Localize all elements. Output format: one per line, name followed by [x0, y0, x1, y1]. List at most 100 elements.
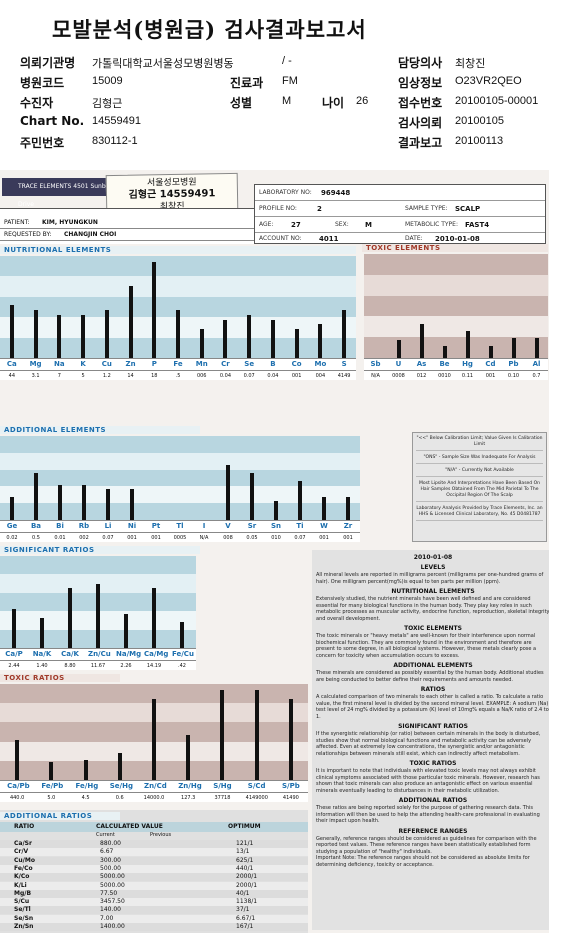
ratio-optimum: 1138/1 [236, 898, 258, 906]
element-value: 5.0 [47, 795, 56, 801]
element-name: Cu [101, 360, 112, 368]
explanation-text: Important Note: The reference ranges sho… [316, 855, 530, 868]
element-value: 3.1 [31, 373, 40, 379]
element-name: As [416, 360, 427, 368]
element-name: V [225, 522, 231, 530]
chart-bar [83, 760, 88, 780]
ratio-value: 880.00 [100, 840, 121, 847]
toxic-ratios-chart: Ca/Pb Fe/Pb Fe/Hg Se/Hg Zn/Cd Zn/Hg S/Hg S/Cd S/… [0, 684, 308, 802]
element-value: 0.07 [243, 373, 255, 379]
chart-bar [288, 699, 293, 780]
element-name: Zn [125, 360, 136, 368]
header-field-value: 가톨릭대학교서울성모병원병동 [92, 58, 234, 70]
element-name: Sb [370, 360, 381, 368]
explanation-heading: REFERENCE RANGES [398, 827, 468, 835]
nutritional-chart: Ca Mg Na K Cu Zn P Fe Mn Cr Se B Co Mo S 44 3.1 7 5 1.2 14 18… [0, 256, 356, 380]
chart-band [0, 256, 356, 277]
chart-bar [298, 481, 302, 520]
notice-line: "N/A" - Currently Not Available [416, 468, 543, 477]
element-name: W [320, 522, 328, 530]
header-right-label: 결과보고 [398, 136, 443, 150]
explanation-heading: TOXIC RATIOS [409, 760, 457, 767]
chart-bar [186, 735, 191, 780]
element-name: B [270, 360, 276, 368]
ratio-optimum: 6.67/1 [236, 914, 256, 922]
ratio-optimum: 37/1 [236, 906, 250, 914]
element-name-row: Ca Mg Na K Cu Zn P Fe Mn Cr Se B Co Mo S [0, 358, 356, 370]
header-field-label: 병원코드 [20, 76, 65, 90]
chart-bar [57, 314, 62, 358]
element-value-row: 0.02 0.5 0.01 002 0.07 001 001 0005 N/A 008 0.05 01… [0, 532, 360, 542]
element-value: 18 [151, 373, 158, 379]
element-value: 004 [315, 373, 326, 379]
header-field-value: 15009 [92, 75, 123, 87]
nutritional-title: NUTRITIONAL ELEMENTS [0, 246, 356, 254]
chart-bar [511, 338, 516, 358]
toxic-title: TOXIC ELEMENTS [362, 244, 548, 252]
element-name: Fe/Cu [172, 650, 194, 658]
table-row: Se/Sn 7.00 6.67/1 [0, 914, 308, 923]
chart-bar [130, 488, 134, 520]
chart-bar [82, 484, 86, 520]
table-row: K/Co 5000.00 2000/1 [0, 873, 308, 882]
notice-line: "ONS" - Sample Size Was Inadequate For A… [416, 455, 543, 464]
toxic-ratios-title: TOXIC RATIOS [0, 674, 120, 682]
element-name: Pt [151, 522, 161, 530]
chart-bar [15, 739, 20, 780]
chart-bar [274, 500, 278, 520]
element-name: Al [532, 360, 541, 368]
element-name: P [151, 360, 157, 368]
header-right-label: 임상정보 [398, 76, 443, 90]
element-value: 012 [416, 373, 427, 379]
chart-band [364, 337, 548, 358]
element-value: 1.2 [102, 373, 111, 379]
explanation-heading: LEVELS [420, 564, 446, 571]
chart-bar [128, 286, 133, 358]
chart-band [364, 295, 548, 317]
header-right-value: 20100105-00001 [455, 95, 539, 107]
additional-ratios-table: ADDITIONAL RATIOS RATIO CALCULATED VALUE O… [0, 810, 308, 933]
element-name: Cd [485, 360, 496, 368]
header-mid-value: FM [282, 75, 298, 87]
ratio-optimum: 440/1 [236, 864, 254, 872]
element-value: 0.04 [219, 373, 232, 379]
chart-bar [117, 753, 122, 780]
header-age-label: 나이 [322, 96, 345, 110]
element-name-row: Sb U As Be Hg Cd Pb Al [364, 358, 548, 370]
element-value: 001 [151, 535, 161, 541]
element-name: Ca/Mg [144, 650, 169, 658]
chart-bar [152, 262, 157, 358]
chart-bar [534, 338, 539, 358]
element-name: Na/K [32, 650, 52, 658]
additional-title: ADDITIONAL ELEMENTS [0, 426, 200, 434]
header-field-label: Chart No. [20, 114, 85, 128]
element-name: Se/Hg [109, 782, 133, 790]
ratio-value: 5000.00 [100, 873, 125, 881]
chart-band [0, 684, 308, 704]
element-value: .42 [178, 663, 186, 669]
element-name: Hg [462, 360, 473, 368]
element-value: 7 [57, 373, 61, 379]
chart-bar [180, 622, 184, 648]
chart-bar [465, 330, 470, 358]
element-name: I [202, 522, 206, 530]
element-name: Zr [343, 522, 353, 530]
element-name-row: Ca/Pb Fe/Pb Fe/Hg Se/Hg Zn/Cd Zn/Hg S/Hg S/Cd S/… [0, 780, 308, 792]
report-header: 모발분석(병원급) 검사결과보고서 의뢰기관명 가톨릭대학교서울성모병원병동 병원코… [0, 0, 561, 168]
chart-band [0, 296, 356, 318]
page-edge [549, 170, 561, 933]
chart-bar [49, 762, 54, 780]
element-name: Zn/Hg [178, 782, 202, 790]
element-value: 0.07 [102, 535, 114, 541]
element-value: 002 [79, 535, 89, 541]
element-value: 010 [271, 535, 281, 541]
explanation-text: All mineral levels are reported in milli… [316, 572, 544, 585]
notice-line: Laboratory Analysis Provided by Trace El… [416, 506, 543, 521]
ratio-optimum: 167/1 [236, 923, 254, 930]
table-row: K/Li 5000.00 2000/1 [0, 881, 308, 890]
element-name: Ca [6, 360, 17, 368]
element-value: 0.5 [32, 535, 40, 541]
element-value: 0.10 [507, 373, 520, 379]
ratio-value: 140.00 [100, 906, 121, 914]
ratio-name: Cr/V [14, 848, 29, 856]
